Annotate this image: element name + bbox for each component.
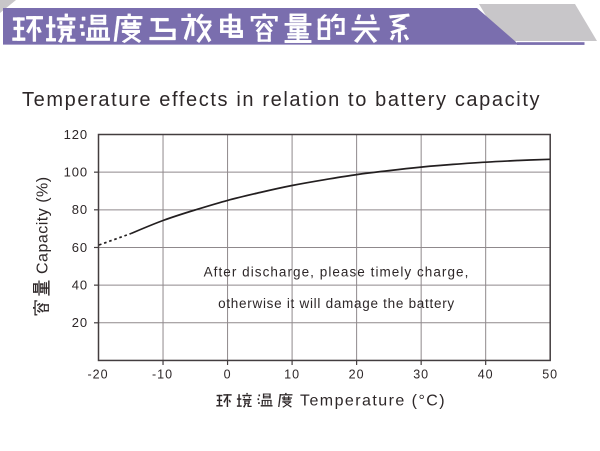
svg-text:40: 40 <box>72 277 88 292</box>
svg-text:otherwise it will damage the b: otherwise it will damage the battery <box>218 296 455 311</box>
svg-text:50: 50 <box>542 368 558 382</box>
svg-text:Temperature effects in relatio: Temperature effects in relation to batte… <box>22 89 541 111</box>
svg-text:80: 80 <box>72 202 88 217</box>
svg-text:20: 20 <box>349 368 365 382</box>
svg-text:100: 100 <box>64 165 88 180</box>
svg-text:120: 120 <box>64 127 88 142</box>
svg-text:Capacity (%): Capacity (%) <box>35 176 52 274</box>
svg-text:20: 20 <box>72 315 88 330</box>
svg-text:10: 10 <box>284 368 300 382</box>
svg-text:Temperature (°C): Temperature (°C) <box>300 393 446 410</box>
svg-text:30: 30 <box>413 368 429 382</box>
svg-text:-20: -20 <box>87 368 108 382</box>
svg-text:-10: -10 <box>152 368 173 382</box>
svg-text:60: 60 <box>72 240 88 255</box>
svg-text:40: 40 <box>478 368 494 382</box>
svg-text:0: 0 <box>224 368 232 382</box>
svg-text:After discharge, please timely: After discharge, please timely charge, <box>204 265 470 280</box>
